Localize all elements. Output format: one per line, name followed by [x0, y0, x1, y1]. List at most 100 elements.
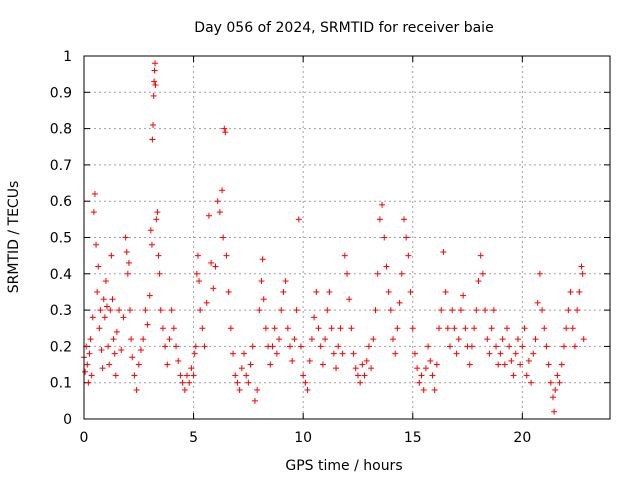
data-point	[293, 307, 300, 314]
data-point	[148, 241, 155, 248]
data-point	[225, 288, 232, 295]
data-point	[127, 307, 134, 314]
x-tick-labels: 0 5 10 15 20	[80, 430, 532, 446]
data-point	[427, 357, 434, 364]
data-point	[238, 365, 245, 372]
data-point	[196, 278, 203, 285]
data-point	[85, 379, 92, 386]
data-point	[503, 325, 510, 332]
data-point	[104, 303, 111, 310]
data-point	[317, 343, 324, 350]
data-point	[365, 343, 372, 350]
data-point	[260, 296, 267, 303]
y-axis-label: SRMTID / TECUs	[6, 181, 22, 294]
data-point	[240, 350, 247, 357]
data-point	[87, 336, 94, 343]
x-tick-label: 15	[404, 430, 422, 446]
data-point	[333, 365, 340, 372]
data-point	[254, 386, 261, 393]
data-point	[484, 336, 491, 343]
data-point	[91, 190, 98, 197]
data-point	[186, 379, 193, 386]
data-point	[107, 307, 114, 314]
data-point	[528, 379, 535, 386]
y-tick-label: 0.8	[50, 122, 72, 138]
data-point	[508, 357, 515, 364]
data-point	[262, 325, 269, 332]
data-point	[236, 386, 243, 393]
data-point	[84, 361, 91, 368]
data-point	[569, 325, 576, 332]
data-point	[414, 365, 421, 372]
data-point	[128, 336, 135, 343]
data-point	[335, 343, 342, 350]
data-point	[400, 216, 407, 223]
data-point	[177, 372, 184, 379]
data-point	[300, 372, 307, 379]
y-tick-label: 1	[63, 49, 72, 65]
data-point	[102, 278, 109, 285]
data-point	[155, 252, 162, 259]
data-point	[166, 336, 173, 343]
data-point	[396, 299, 403, 306]
data-point	[192, 343, 199, 350]
x-tick-label: 0	[80, 430, 89, 446]
data-point	[199, 325, 206, 332]
data-point	[201, 343, 208, 350]
data-point	[297, 343, 304, 350]
data-point	[475, 278, 482, 285]
data-point	[273, 350, 280, 357]
data-point	[565, 307, 572, 314]
x-tick-label: 20	[513, 430, 531, 446]
data-point	[547, 379, 554, 386]
data-point	[154, 209, 161, 216]
data-point	[436, 325, 443, 332]
data-point	[156, 270, 163, 277]
y-tick-label: 0.2	[50, 339, 72, 355]
data-point	[150, 92, 157, 99]
data-point	[497, 350, 504, 357]
data-point	[287, 343, 294, 350]
data-point	[152, 60, 159, 67]
data-point	[313, 288, 320, 295]
data-point	[370, 336, 377, 343]
data-point	[113, 328, 120, 335]
data-point	[385, 288, 392, 295]
data-point	[348, 325, 355, 332]
data-point	[135, 361, 142, 368]
data-point	[99, 365, 106, 372]
data-point	[308, 336, 315, 343]
data-point	[372, 307, 379, 314]
data-point	[486, 350, 493, 357]
data-point	[422, 365, 429, 372]
data-point	[151, 67, 158, 74]
data-point	[247, 361, 254, 368]
data-point	[411, 350, 418, 357]
data-point	[118, 347, 125, 354]
data-point	[269, 343, 276, 350]
data-point	[519, 343, 526, 350]
data-point	[93, 241, 100, 248]
data-point	[157, 307, 164, 314]
data-point	[383, 263, 390, 270]
data-point	[147, 227, 154, 234]
data-point	[251, 397, 258, 404]
data-point	[193, 270, 200, 277]
data-point	[194, 252, 201, 259]
data-point	[479, 270, 486, 277]
data-point	[453, 350, 460, 357]
data-point	[420, 386, 427, 393]
data-point	[212, 263, 219, 270]
data-point	[541, 325, 548, 332]
data-point	[124, 270, 131, 277]
data-point	[97, 307, 104, 314]
data-point	[230, 350, 237, 357]
data-point	[106, 361, 113, 368]
data-point	[111, 350, 118, 357]
data-point	[214, 198, 221, 205]
data-point	[409, 325, 416, 332]
data-point	[387, 307, 394, 314]
y-tick-label: 0.5	[50, 231, 72, 247]
data-point	[357, 379, 364, 386]
